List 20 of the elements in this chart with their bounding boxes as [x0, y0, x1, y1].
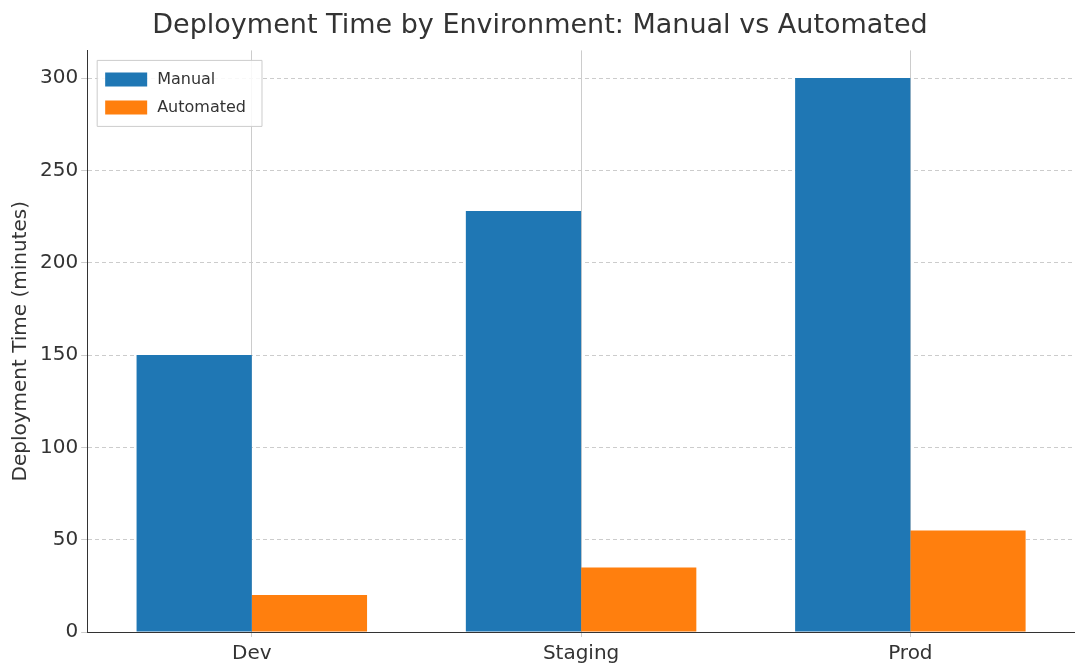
x-tick-label: Dev: [232, 640, 272, 665]
legend-label: Automated: [157, 96, 246, 116]
bar: [251, 595, 368, 632]
x-tick-label: Prod: [888, 640, 933, 665]
bar: [581, 567, 697, 632]
y-tick-label: 100: [39, 433, 79, 458]
y-tick-label: 250: [39, 156, 79, 181]
bar: [910, 530, 1026, 632]
bar: [136, 355, 252, 632]
y-tick-label: 50: [52, 525, 79, 550]
legend-label: Manual: [157, 68, 216, 88]
x-tick-label: Staging: [542, 640, 620, 665]
chart-title: Deployment Time by Environment: Manual vs Automated: [152, 8, 928, 40]
y-tick-label: 300: [39, 64, 79, 89]
y-tick-label: 200: [39, 248, 79, 273]
bar: [795, 78, 911, 632]
bar: [465, 211, 582, 632]
y-axis-title: Deployment Time (minutes): [7, 200, 32, 482]
y-tick-label: 0: [65, 618, 79, 643]
y-tick-label: 150: [39, 341, 79, 366]
